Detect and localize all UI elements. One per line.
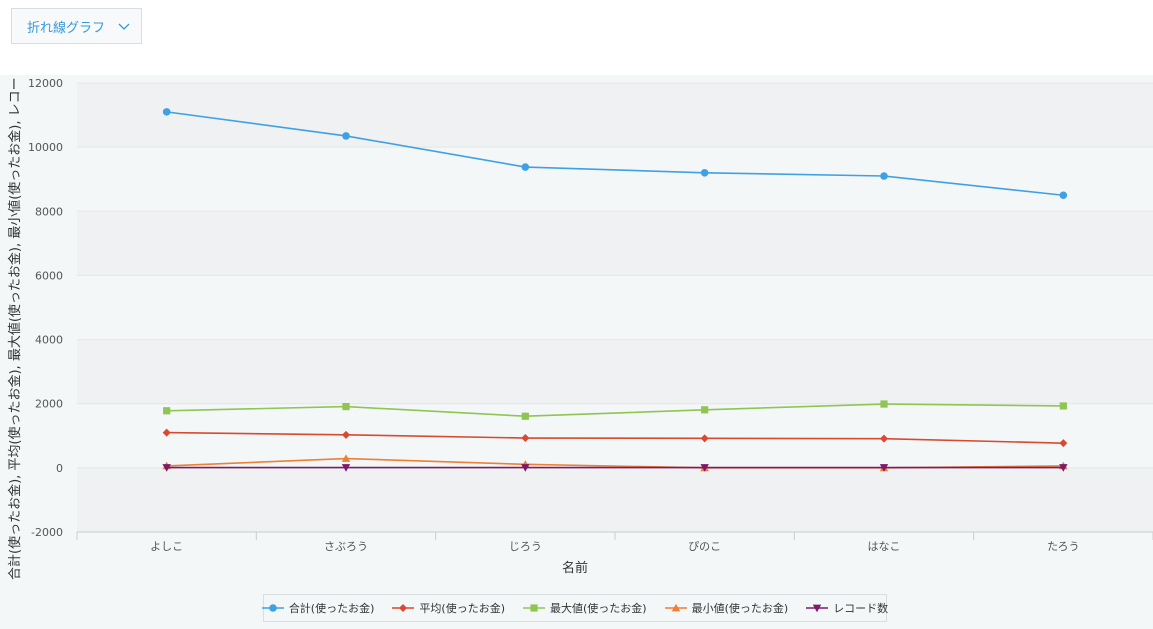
data-point-max bbox=[880, 400, 888, 408]
data-point-avg bbox=[880, 434, 888, 443]
chart-type-label: 折れ線グラフ bbox=[27, 20, 106, 36]
data-point-total bbox=[1059, 191, 1068, 200]
x-tick-label: さぶろう bbox=[324, 540, 368, 553]
data-point-avg bbox=[162, 428, 171, 437]
data-point-count bbox=[879, 464, 889, 472]
legend-item-count[interactable]: レコード数 bbox=[806, 600, 888, 616]
data-point-avg bbox=[700, 434, 709, 443]
legend-label: 最大値(使ったお金) bbox=[550, 602, 647, 615]
legend-label: 最小値(使ったお金) bbox=[691, 602, 789, 615]
x-tick-label: よしこ bbox=[150, 540, 183, 553]
grid-band bbox=[77, 467, 1153, 532]
legend-marker-icon bbox=[523, 604, 545, 612]
y-tick-label: 6000 bbox=[35, 269, 63, 282]
x-tick-label: ぴのこ bbox=[688, 540, 721, 553]
data-point-count bbox=[521, 464, 530, 472]
legend-item-min[interactable]: 最小値(使ったお金) bbox=[664, 600, 789, 616]
grid-band bbox=[77, 211, 1153, 276]
data-point-max bbox=[701, 406, 709, 414]
legend-marker-icon bbox=[806, 604, 829, 613]
legend-label: レコード数 bbox=[833, 602, 889, 615]
x-axis-title: 名前 bbox=[562, 560, 588, 576]
grid-band bbox=[77, 403, 1153, 468]
y-tick-label: 0 bbox=[56, 462, 63, 475]
data-point-total bbox=[700, 169, 709, 177]
y-tick-label: 12000 bbox=[28, 77, 63, 90]
legend-marker-icon bbox=[261, 604, 284, 612]
data-point-max bbox=[163, 407, 171, 415]
legend-marker-icon bbox=[664, 603, 687, 612]
legend-item-avg[interactable]: 平均(使ったお金) bbox=[392, 600, 505, 616]
legend-label: 平均(使ったお金) bbox=[419, 602, 505, 615]
legend-item-max[interactable]: 最大値(使ったお金) bbox=[523, 600, 647, 616]
data-point-count bbox=[700, 464, 709, 472]
y-tick-label: 8000 bbox=[35, 205, 63, 218]
legend-label: 合計(使ったお金) bbox=[288, 602, 375, 615]
grid-band bbox=[77, 275, 1153, 340]
data-point-count bbox=[341, 464, 351, 472]
data-point-max bbox=[1059, 402, 1067, 410]
x-tick-label: はなこ bbox=[868, 540, 901, 553]
legend-marker-icon bbox=[392, 604, 415, 612]
data-point-max bbox=[521, 412, 529, 420]
x-tick-label: たろう bbox=[1047, 540, 1079, 553]
x-tick-label: じろう bbox=[509, 540, 542, 553]
chart-area: 12000 10000 8000 6000 4000 2000 0 -2000 よしこ さぶろう じ… bbox=[0, 75, 1153, 629]
data-point-avg bbox=[1059, 439, 1068, 448]
data-point-avg bbox=[342, 430, 350, 439]
data-point-total bbox=[342, 132, 350, 140]
chart-type-dropdown[interactable]: 折れ線グラフ bbox=[11, 8, 142, 44]
y-tick-label: 10000 bbox=[28, 141, 63, 154]
data-point-total bbox=[162, 108, 171, 116]
data-point-min bbox=[341, 454, 351, 462]
y-tick-label: 2000 bbox=[35, 398, 63, 411]
data-point-avg bbox=[521, 434, 530, 443]
grid-band bbox=[77, 147, 1153, 212]
data-point-total bbox=[880, 172, 888, 180]
data-point-max bbox=[342, 403, 350, 411]
grid-band bbox=[77, 83, 1153, 148]
line-chart: 12000 10000 8000 6000 4000 2000 0 -2000 よしこ さぶろう じ… bbox=[7, 75, 1153, 580]
series-line-total bbox=[166, 111, 1064, 197]
legend-item-total[interactable]: 合計(使ったお金) bbox=[261, 600, 375, 616]
chart-legend: 合計(使ったお金) 平均(使ったお金) 最大値(使ったお金) 最小値(使ったお金) レコ… bbox=[261, 594, 888, 622]
y-axis-title: 合計(使ったお金), 平均(使ったお金), 最大値(使ったお金), 最小値(使っ… bbox=[7, 75, 23, 580]
grid-band bbox=[77, 339, 1153, 404]
data-point-total bbox=[521, 163, 530, 171]
chevron-down-icon bbox=[118, 23, 130, 30]
data-point-count bbox=[1059, 464, 1068, 472]
data-point-count bbox=[162, 464, 171, 472]
series-line-max bbox=[166, 403, 1064, 418]
series-line-avg bbox=[166, 431, 1064, 444]
y-tick-label: 4000 bbox=[35, 334, 63, 347]
y-tick-label: -2000 bbox=[31, 526, 63, 539]
